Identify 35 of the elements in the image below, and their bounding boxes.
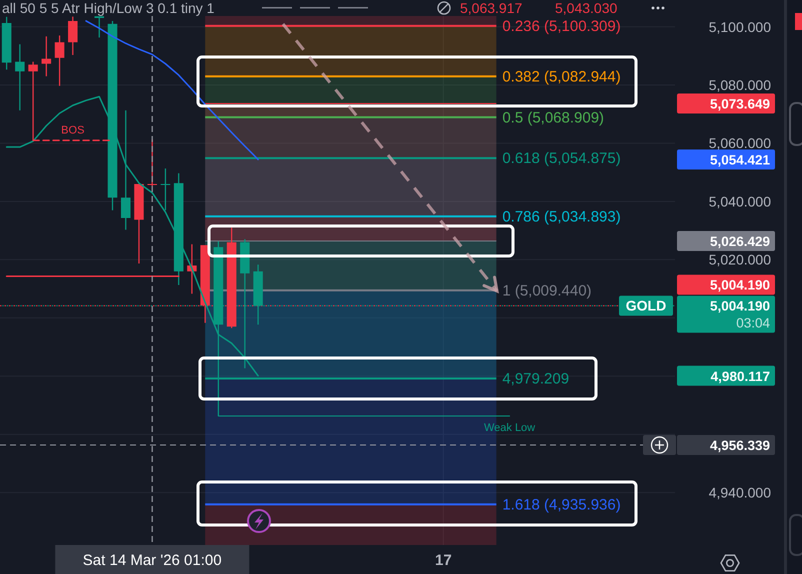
y-tick-label: 5,100.000 (708, 18, 772, 35)
y2-tick-label: 5,004.190 (710, 298, 770, 314)
candlestick (68, 16, 78, 56)
ref-line-label: 0.786 (5,034.893) (502, 208, 621, 225)
y2-tick-label: 4,956.339 (710, 438, 770, 453)
series-label: BOS (61, 124, 84, 136)
text: 03:04 (736, 315, 770, 330)
y-tick-label: 5,080.000 (708, 77, 772, 93)
y2-tick-label: 4,980.117 (710, 368, 770, 384)
y2-tick-label: 5,054.421 (710, 152, 770, 167)
x-tick-label: Sat 14 Mar '26 01:00 (82, 552, 222, 568)
annotation: 5,043.030 (555, 0, 618, 16)
ref-line-label: 4,979.209 (502, 370, 570, 387)
annotation: all 50 5 5 Atr High/Low 3 0.1 tiny 1 (2, 0, 215, 16)
ref-line-label: 0.618 (5,054.875) (502, 150, 621, 167)
candlestick (120, 110, 130, 230)
ref-line-label: 1.618 (4,935.936) (502, 496, 621, 513)
series-label: Weak Low (484, 422, 536, 434)
y-tick-label: 4,940.000 (708, 484, 772, 501)
ref-line-label: 0.236 (5,100.309) (502, 17, 621, 34)
x-tick-label: 17 (435, 552, 452, 568)
y-tick-label: 5,060.000 (708, 135, 772, 152)
y-tick-label: 5,020.000 (708, 252, 772, 268)
annotation: 5,063.917 (460, 0, 522, 16)
ref-line-label: 0.5 (5,068.909) (502, 108, 604, 126)
ref-line-label: 5,004.190 (710, 277, 770, 292)
y2-tick-label: 5,026.429 (710, 233, 770, 248)
text: GOLD (626, 298, 666, 314)
y-tick-label: 5,040.000 (708, 193, 772, 210)
y2-tick-label: 5,073.649 (710, 96, 770, 111)
line-series (85, 20, 259, 160)
candlestick (94, 16, 104, 38)
candlestick (42, 36, 52, 76)
ref-line-label: 0.382 (5,082.944) (502, 68, 621, 85)
ref-line-label: 1 (5,009.440) (502, 282, 592, 299)
